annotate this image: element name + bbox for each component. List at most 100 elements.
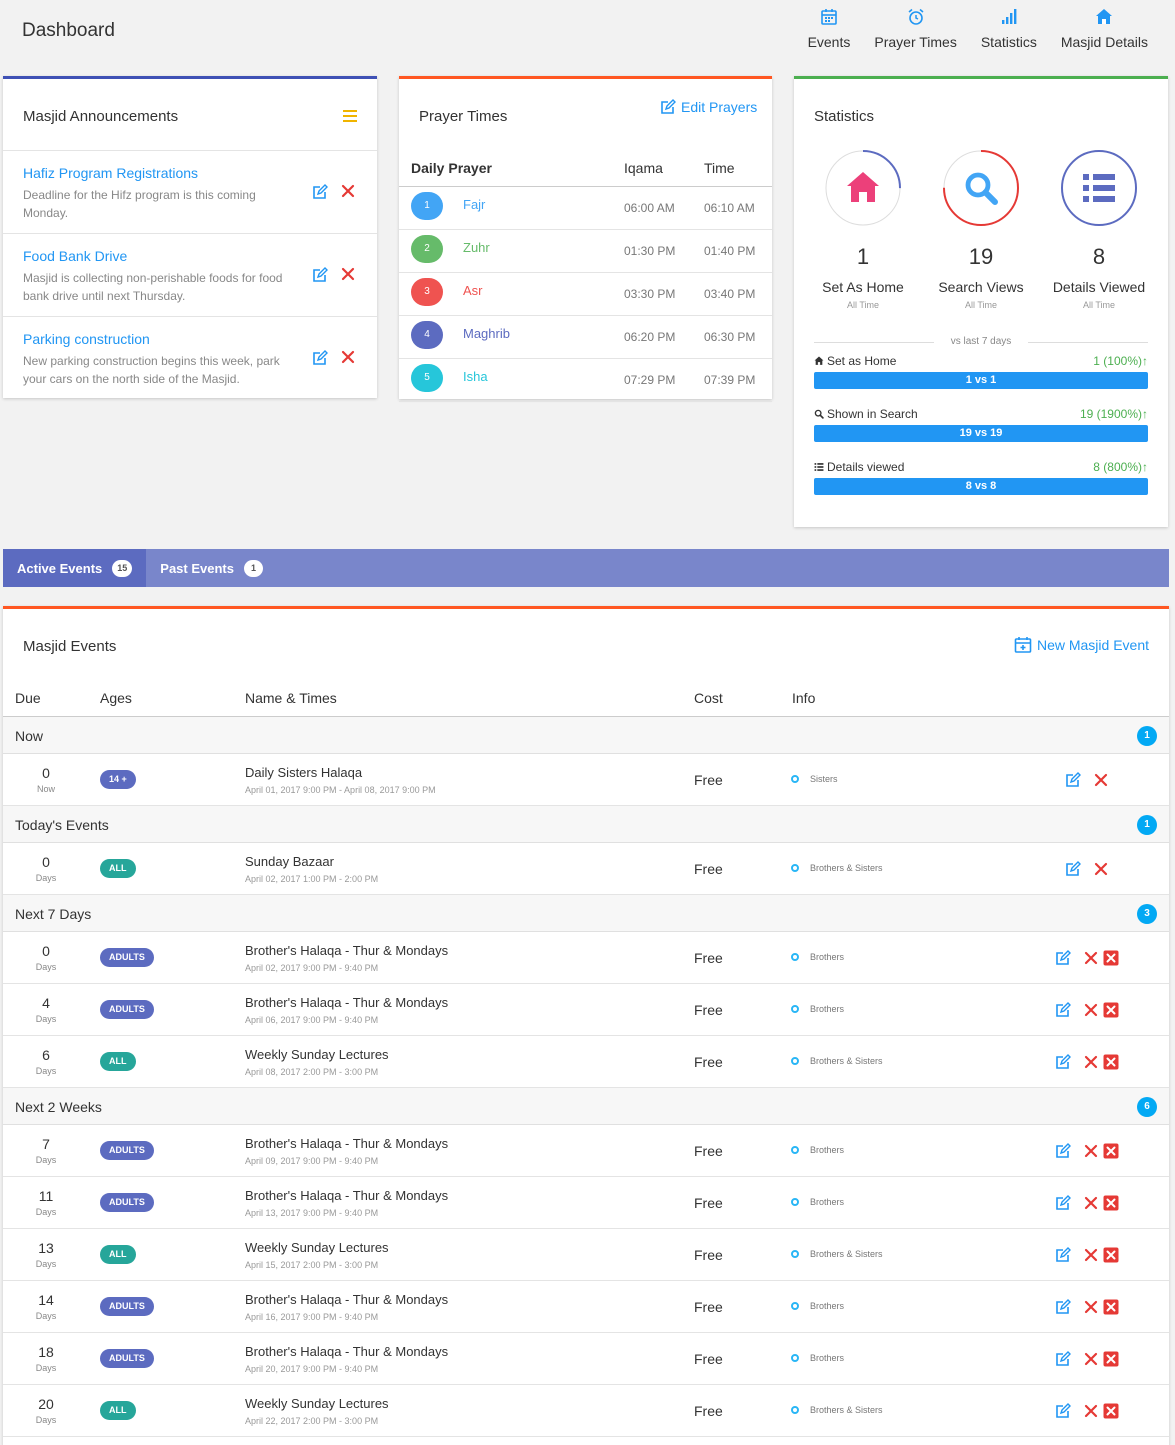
delete-event-button[interactable]: [1084, 1003, 1098, 1017]
delete-announcement-button[interactable]: [341, 184, 355, 198]
edit-announcement-button[interactable]: [312, 350, 328, 366]
event-info: Brothers: [791, 1145, 844, 1155]
event-due: 0 Now: [25, 765, 67, 794]
prayer-name: Maghrib: [463, 326, 510, 341]
compare-item: Set as Home 1 (100%)↑ 1 vs 1: [814, 354, 1148, 389]
prayer-name: Zuhr: [463, 240, 490, 255]
event-group-header: Next 7 Days 3: [3, 895, 1169, 932]
delete-announcement-button[interactable]: [341, 267, 355, 281]
home-icon: [814, 356, 824, 365]
close-icon: [1094, 773, 1108, 787]
announcement-title[interactable]: Food Bank Drive: [23, 248, 128, 264]
delete-series-button[interactable]: [1103, 950, 1119, 966]
edit-event-button[interactable]: [1055, 1403, 1071, 1419]
edit-event-button[interactable]: [1055, 1143, 1071, 1159]
delete-series-button[interactable]: [1103, 1143, 1119, 1159]
hamburger-menu-icon[interactable]: [343, 110, 357, 122]
edit-icon: [313, 184, 328, 199]
new-event-button[interactable]: New Masjid Event: [1014, 636, 1149, 654]
edit-event-button[interactable]: [1055, 950, 1071, 966]
edit-announcement-button[interactable]: [312, 267, 328, 283]
edit-event-button[interactable]: [1065, 861, 1081, 877]
close-icon: [1084, 1196, 1098, 1210]
delete-event-button[interactable]: [1084, 1144, 1098, 1158]
delete-series-button[interactable]: [1103, 1351, 1119, 1367]
event-cost: Free: [694, 861, 723, 877]
edit-event-button[interactable]: [1065, 772, 1081, 788]
edit-event-button[interactable]: [1055, 1351, 1071, 1367]
delete-event-button[interactable]: [1094, 862, 1108, 876]
prayer-iqama: 03:30 PM: [624, 287, 676, 301]
event-name: Brother's Halaqa - Thur & Mondays: [245, 995, 449, 1010]
announcement-desc: Deadline for the Hifz program is this co…: [23, 188, 256, 220]
stat-label: Set As Home: [822, 279, 904, 295]
delete-event-button[interactable]: [1084, 951, 1098, 965]
prayer-time: 01:40 PM: [704, 244, 756, 258]
delete-series-button[interactable]: [1103, 1247, 1119, 1263]
calendar-plus-icon: [1014, 637, 1032, 653]
event-name: Brother's Halaqa - Thur & Mondays: [245, 1136, 449, 1151]
edit-icon: [1056, 1403, 1071, 1418]
nav-statistics[interactable]: Statistics: [981, 8, 1037, 50]
event-row: 6 Days ALL Weekly Sunday Lectures April …: [3, 1036, 1169, 1088]
delete-event-button[interactable]: [1094, 773, 1108, 787]
event-time: April 01, 2017 9:00 PM - April 08, 2017 …: [245, 785, 436, 795]
prayer-row: 5 Isha 07:29 PM 07:39 PM: [399, 359, 772, 402]
compare-label-row: Shown in Search: [814, 407, 1148, 421]
delete-series-button[interactable]: [1103, 1002, 1119, 1018]
delete-series-button[interactable]: [1103, 1195, 1119, 1211]
events-table-header: Due Ages Name & Times Cost Info: [3, 679, 1169, 717]
nav-prayer-times[interactable]: Prayer Times: [874, 8, 957, 50]
nav-masjid-details[interactable]: Masjid Details: [1061, 8, 1148, 50]
compare-label-row: Set as Home: [814, 354, 1148, 368]
announcement-title[interactable]: Hafiz Program Registrations: [23, 165, 199, 181]
event-row: 20 Days ALL Weekly Sunday Lectures April…: [3, 1385, 1169, 1437]
edit-prayers-button[interactable]: Edit Prayers: [660, 99, 757, 115]
edit-event-button[interactable]: [1055, 1299, 1071, 1315]
edit-event-button[interactable]: [1055, 1002, 1071, 1018]
tab-past-events[interactable]: Past Events 1: [146, 549, 277, 587]
event-due-number: 6: [42, 1047, 50, 1063]
info-dot-icon: [791, 1302, 799, 1310]
event-info: Brothers: [791, 1353, 844, 1363]
tab-active-events[interactable]: Active Events 15: [3, 549, 147, 587]
edit-event-button[interactable]: [1055, 1054, 1071, 1070]
event-age-badge: ALL: [100, 1245, 136, 1264]
delete-series-button[interactable]: [1103, 1299, 1119, 1315]
event-cost: Free: [694, 1299, 723, 1315]
tab-active-events-label: Active Events: [17, 560, 103, 576]
delete-event-button[interactable]: [1084, 1248, 1098, 1262]
event-info: Brothers & Sisters: [791, 1056, 883, 1066]
event-due-number: 0: [42, 765, 50, 781]
header-name-times: Name & Times: [245, 690, 337, 706]
delete-event-button[interactable]: [1084, 1055, 1098, 1069]
event-cost: Free: [694, 1351, 723, 1367]
compare-bar: 1 vs 1: [814, 372, 1148, 389]
event-info: Brothers: [791, 1004, 844, 1014]
edit-event-button[interactable]: [1055, 1247, 1071, 1263]
compare-change: 8 (800%)↑: [1093, 460, 1148, 474]
delete-event-button[interactable]: [1084, 1196, 1098, 1210]
stat-label: Search Views: [938, 279, 1024, 295]
stat-ring: [824, 149, 902, 227]
event-row: 0 Now 14 + Daily Sisters Halaqa April 01…: [3, 754, 1169, 806]
edit-event-button[interactable]: [1055, 1195, 1071, 1211]
nav-events[interactable]: Events: [808, 8, 850, 50]
delete-event-button[interactable]: [1084, 1352, 1098, 1366]
edit-icon: [1066, 861, 1081, 876]
announcement-item: Parking construction New parking constru…: [3, 316, 377, 399]
prayer-number-badge: 2: [411, 235, 443, 263]
delete-event-button[interactable]: [1084, 1300, 1098, 1314]
delete-series-button[interactable]: [1103, 1054, 1119, 1070]
delete-event-button[interactable]: [1084, 1404, 1098, 1418]
event-row: 4 Days ADULTS Brother's Halaqa - Thur & …: [3, 984, 1169, 1036]
announcement-title[interactable]: Parking construction: [23, 331, 150, 347]
event-time: April 13, 2017 9:00 PM - 9:40 PM: [245, 1208, 379, 1218]
event-due: 7 Days: [25, 1136, 67, 1165]
event-info-text: Brothers & Sisters: [810, 863, 883, 873]
delete-series-button[interactable]: [1103, 1403, 1119, 1419]
prayer-row: 2 Zuhr 01:30 PM 01:40 PM: [399, 230, 772, 273]
prayer-row: 1 Fajr 06:00 AM 06:10 AM: [399, 187, 772, 230]
delete-announcement-button[interactable]: [341, 350, 355, 364]
edit-announcement-button[interactable]: [312, 184, 328, 200]
